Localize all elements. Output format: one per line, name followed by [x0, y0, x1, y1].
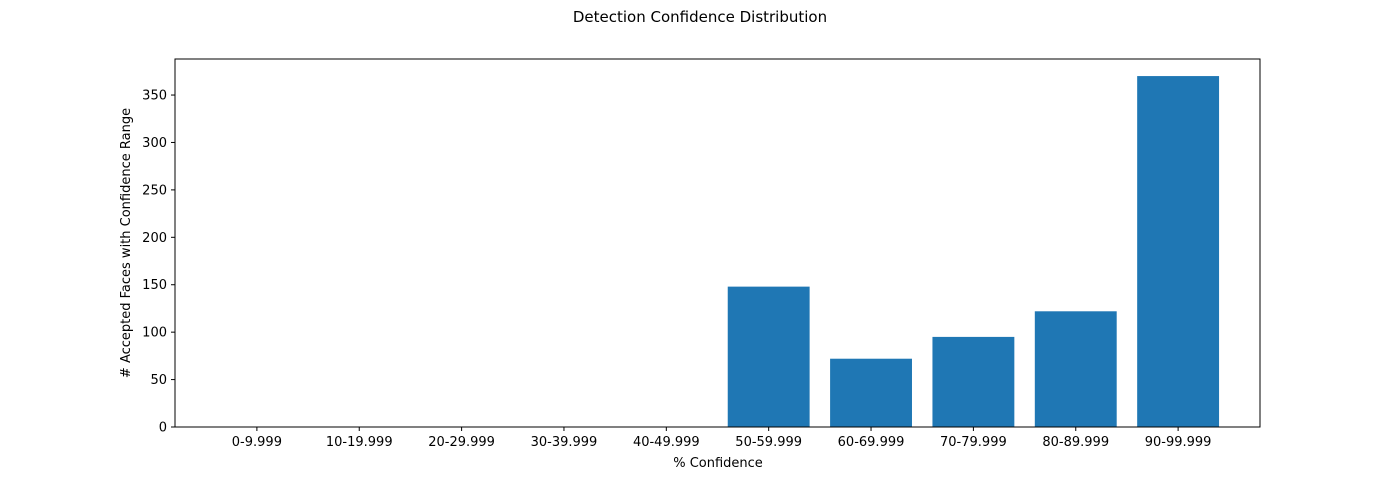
x-tick-label: 80-89.999 [1042, 435, 1109, 450]
y-tick-label: 200 [142, 231, 167, 246]
x-tick-label: 0-9.999 [232, 435, 282, 450]
x-tick-label: 30-39.999 [531, 435, 598, 450]
y-tick-label: 250 [142, 183, 167, 198]
x-tick-label: 60-69.999 [838, 435, 905, 450]
y-axis-label: # Accepted Faces with Confidence Range [119, 108, 134, 378]
x-axis-label: % Confidence [673, 456, 763, 471]
y-tick-label: 350 [142, 89, 167, 104]
bar [727, 286, 810, 427]
x-tick-label: 40-49.999 [633, 435, 700, 450]
bar [932, 336, 1015, 427]
x-tick-label: 50-59.999 [735, 435, 802, 450]
x-tick-label: 10-19.999 [326, 435, 393, 450]
y-tick-label: 150 [142, 278, 167, 293]
y-axis-ticks: 0 50 100 150 200 250 300 350 [142, 89, 175, 436]
x-axis-ticks: 0-9.999 10-19.999 20-29.999 30-39.999 40-49.… [232, 427, 1212, 450]
y-tick-label: 300 [142, 136, 167, 151]
y-tick-label: 100 [142, 326, 167, 341]
x-tick-label: 20-29.999 [428, 435, 495, 450]
bar [830, 358, 912, 427]
y-tick-label: 50 [150, 373, 167, 388]
plot-frame [174, 58, 1261, 428]
bar [1137, 76, 1220, 427]
x-tick-label: 90-99.999 [1145, 435, 1212, 450]
y-tick-label: 0 [159, 421, 167, 436]
bar [1034, 311, 1117, 427]
bars [727, 76, 1220, 427]
x-tick-label: 70-79.999 [940, 435, 1007, 450]
chart-title: Detection Confidence Distribution [573, 8, 827, 26]
